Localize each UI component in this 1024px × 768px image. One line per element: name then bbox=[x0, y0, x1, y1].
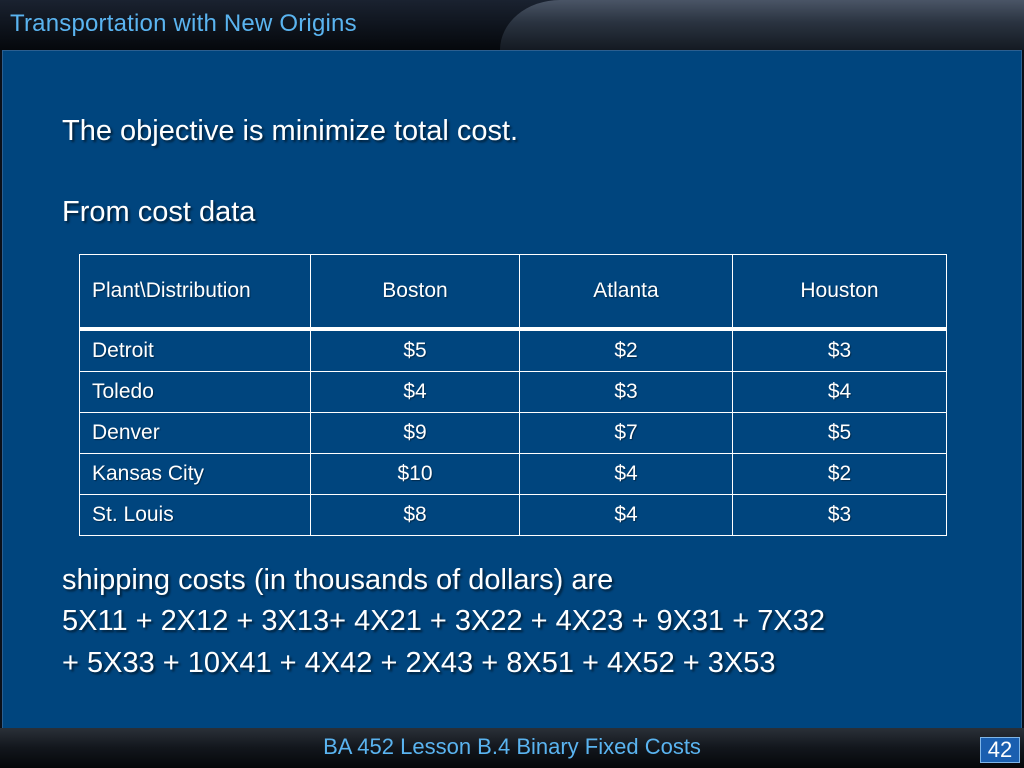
table-header-cell: Boston bbox=[310, 254, 520, 331]
table-cell: $3 bbox=[519, 371, 733, 413]
table-cell: $4 bbox=[519, 494, 733, 536]
table-cell: $5 bbox=[310, 328, 520, 372]
table-row: Kansas City $10 $4 $2 bbox=[79, 453, 947, 495]
table-header-cell: Houston bbox=[732, 254, 947, 331]
table-cell: Kansas City bbox=[79, 453, 311, 495]
table-row: St. Louis $8 $4 $3 bbox=[79, 494, 947, 536]
title-bar-accent bbox=[500, 0, 1024, 50]
cost-table: Plant\Distribution Boston Atlanta Housto… bbox=[79, 254, 947, 536]
table-cell: $4 bbox=[310, 371, 520, 413]
table-header-cell: Plant\Distribution bbox=[79, 254, 311, 331]
from-cost-data-text: From cost data bbox=[62, 196, 256, 228]
shipping-costs-text: shipping costs (in thousands of dollars)… bbox=[62, 564, 614, 596]
table-header-cell: Atlanta bbox=[519, 254, 733, 331]
table-header-row: Plant\Distribution Boston Atlanta Housto… bbox=[79, 254, 947, 331]
table-row: Toledo $4 $3 $4 bbox=[79, 371, 947, 413]
table-cell: $9 bbox=[310, 412, 520, 454]
table-cell: $4 bbox=[519, 453, 733, 495]
title-bar bbox=[0, 0, 1024, 50]
table-cell: $4 bbox=[732, 371, 947, 413]
table-row: Denver $9 $7 $5 bbox=[79, 412, 947, 454]
table-cell: $10 bbox=[310, 453, 520, 495]
table-cell: $7 bbox=[519, 412, 733, 454]
footer-course-title: BA 452 Lesson B.4 Binary Fixed Costs bbox=[323, 734, 701, 759]
table-row: Detroit $5 $2 $3 bbox=[79, 328, 947, 372]
objective-text: The objective is minimize total cost. bbox=[62, 115, 519, 147]
table-cell: St. Louis bbox=[79, 494, 311, 536]
table-cell: $8 bbox=[310, 494, 520, 536]
table-cell: $3 bbox=[732, 328, 947, 372]
table-cell: Detroit bbox=[79, 328, 311, 372]
slide-title: Transportation with New Origins bbox=[10, 10, 357, 37]
page-number-badge: 42 bbox=[980, 737, 1020, 763]
table-cell: $5 bbox=[732, 412, 947, 454]
formula-line-2: + 5X33 + 10X41 + 4X42 + 2X43 + 8X51 + 4X… bbox=[62, 647, 776, 679]
table-cell: $2 bbox=[732, 453, 947, 495]
table-cell: Toledo bbox=[79, 371, 311, 413]
table-cell: $2 bbox=[519, 328, 733, 372]
table-cell: Denver bbox=[79, 412, 311, 454]
formula-line-1: 5X11 + 2X12 + 3X13+ 4X21 + 3X22 + 4X23 +… bbox=[62, 605, 825, 637]
footer-bar bbox=[0, 728, 1024, 768]
table-cell: $3 bbox=[732, 494, 947, 536]
